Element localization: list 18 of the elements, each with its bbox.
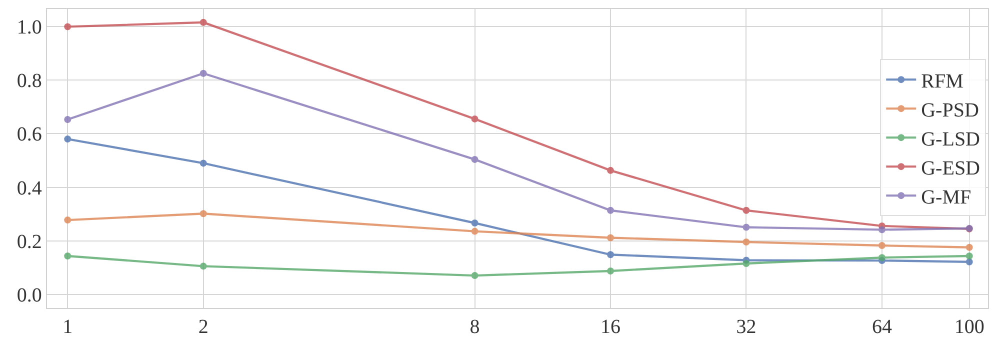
x-tick-label: 8: [470, 316, 480, 338]
x-tick-label: 2: [198, 316, 208, 338]
y-tick-label: 0.8: [16, 70, 42, 92]
y-tick-label: 0.4: [16, 177, 42, 200]
y-tick-label: 0.2: [16, 230, 42, 253]
legend-label: G-LSD: [921, 128, 980, 150]
legend-label: RFM: [921, 70, 964, 92]
x-tick-label: 100: [954, 316, 984, 338]
x-tick-label: 1: [62, 316, 73, 338]
legend-label: G-PSD: [921, 99, 979, 122]
legend-label: G-ESD: [921, 157, 980, 180]
legend-label: G-MF: [921, 186, 972, 208]
y-tick-label: 0.0: [16, 284, 42, 307]
x-tick-label: 64: [872, 316, 892, 338]
y-tick-label: 1.0: [16, 16, 42, 38]
x-tick-label: 16: [600, 316, 621, 338]
x-tick-label: 32: [736, 316, 756, 338]
y-tick-label: 0.6: [16, 124, 42, 146]
